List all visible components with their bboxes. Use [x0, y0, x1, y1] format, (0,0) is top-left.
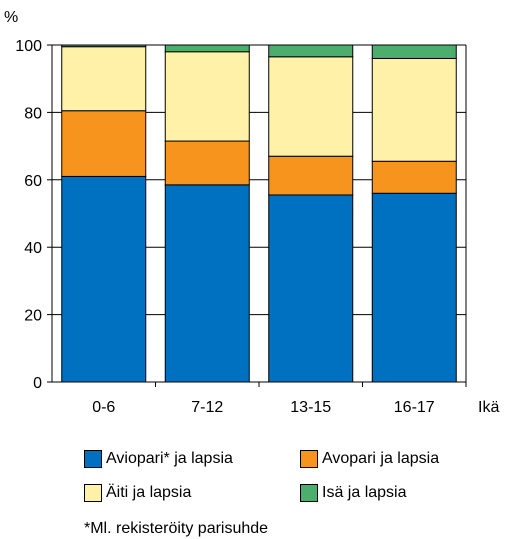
- bar-segment: [268, 194, 354, 383]
- x-tick-label: 13-15: [290, 399, 331, 416]
- bar-segment: [268, 56, 354, 157]
- bar-segment: [371, 44, 457, 59]
- bar-segment: [61, 175, 147, 383]
- bar-segment: [268, 44, 354, 58]
- bar-segment: [61, 44, 147, 48]
- x-tick-label: 16-17: [394, 399, 435, 416]
- bar-segment: [371, 160, 457, 194]
- y-tick-label: 80: [24, 105, 42, 122]
- y-tick-label: 60: [24, 173, 42, 190]
- bar-segment: [371, 192, 457, 383]
- bar-stacks: [61, 44, 457, 383]
- x-axis-label: Ikä: [478, 399, 499, 416]
- y-tick-label: 0: [33, 375, 42, 392]
- axes: 0 20 40 60 80 100 0-6 7-12 13-15 16-17: [15, 38, 467, 416]
- bar-segment: [61, 46, 147, 112]
- bar-stack-16-17: [371, 44, 457, 383]
- y-tick-label: 40: [24, 240, 42, 257]
- bar-segment: [164, 140, 250, 186]
- bar-segment: [164, 184, 250, 383]
- x-tick-label: 0-6: [92, 399, 115, 416]
- bar-segment: [268, 155, 354, 196]
- bar-segment: [61, 110, 147, 177]
- bar-stack-0-6: [61, 44, 147, 383]
- y-axis-label: %: [4, 9, 18, 26]
- y-tick-label: 100: [15, 38, 42, 55]
- y-tick-label: 20: [24, 308, 42, 325]
- bar-segment: [164, 51, 250, 142]
- bar-segment: [371, 57, 457, 162]
- footnote: *Ml. rekisteröity parisuhde: [84, 520, 269, 537]
- bar-stack-7-12: [164, 44, 250, 383]
- x-tick-label: 7-12: [191, 399, 223, 416]
- bar-segment: [164, 44, 250, 53]
- bar-stack-13-15: [268, 44, 354, 383]
